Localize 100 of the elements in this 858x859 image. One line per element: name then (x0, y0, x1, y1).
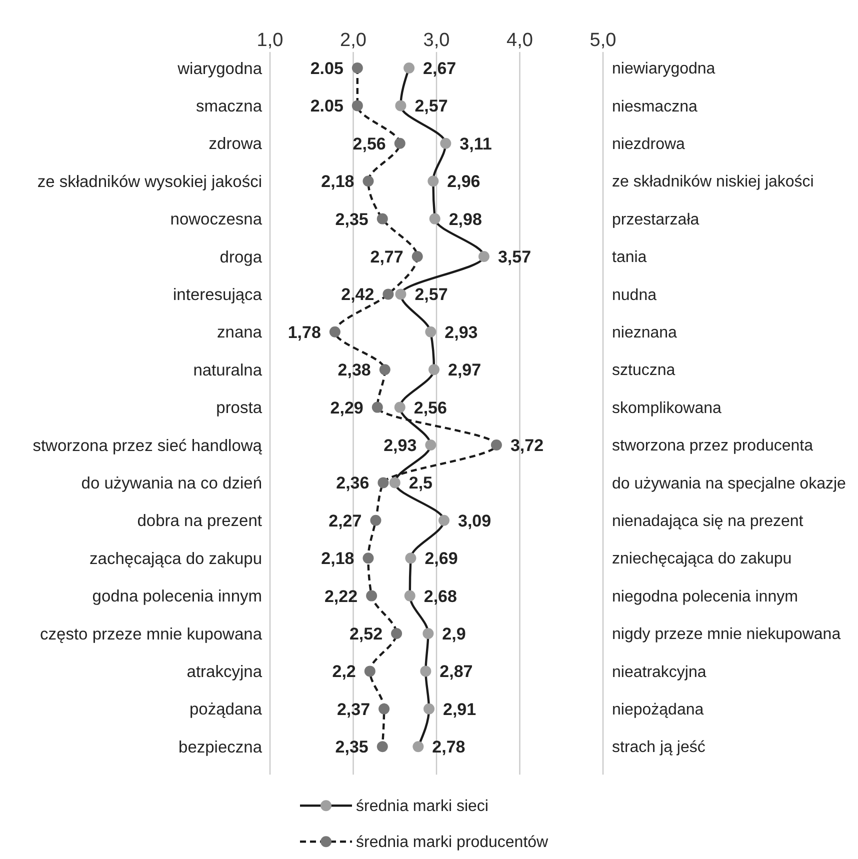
point (378, 703, 390, 714)
x-tick-label: 1,0 (256, 30, 284, 51)
y2-tick-label: tania (612, 249, 647, 266)
point (329, 326, 340, 338)
data-label: 2,87 (440, 662, 473, 682)
data-label: 2,93 (444, 322, 478, 342)
point (372, 402, 383, 413)
x-tick-label: 5,0 (590, 30, 616, 51)
point (378, 477, 389, 488)
legend-label: średnia marki producentów (356, 834, 549, 852)
y-tick-label: do używania na co dzień (81, 474, 262, 492)
x-tick-label: 2,0 (340, 30, 366, 51)
y2-tick-label: sztuczna (612, 362, 676, 380)
data-label: 2,77 (370, 247, 404, 266)
point (352, 62, 363, 74)
data-label: 2,69 (424, 549, 458, 568)
point (404, 590, 416, 602)
y2-tick-label: skomplikowana (612, 400, 722, 417)
data-label: 2,78 (432, 738, 466, 757)
data-label: 2,18 (321, 172, 354, 192)
data-label: 2,67 (423, 58, 456, 78)
point (404, 62, 415, 74)
data-label: 2.05 (310, 96, 344, 116)
y-tick-label: zachęcająca do zakupu (90, 550, 262, 568)
point (394, 138, 406, 149)
data-label: 3,11 (460, 134, 492, 154)
y-tick-label: ze składników wysokiej jakości (37, 172, 262, 191)
point (425, 440, 436, 450)
point (425, 326, 436, 338)
point (366, 590, 378, 602)
x-tick-label: 3,0 (423, 30, 450, 51)
point (376, 213, 388, 224)
point (428, 364, 440, 376)
data-label: 2,52 (349, 624, 383, 644)
data-label: 2,38 (338, 360, 371, 380)
y-tick-label: często przeze mnie kupowana (40, 625, 263, 644)
point (394, 402, 406, 413)
data-label: 3,57 (498, 247, 532, 266)
point (364, 666, 376, 677)
y-tick-label: naturalna (193, 361, 263, 380)
y2-tick-label: niepożądana (612, 702, 704, 718)
data-label: 2.05 (310, 58, 344, 78)
point (379, 364, 390, 376)
legend-label: średnia marki sieci (356, 798, 488, 816)
data-label: 2,68 (424, 586, 457, 606)
y2-tick-label: nieznana (612, 324, 678, 342)
y2-tick-label: nieatrakcyjna (612, 664, 706, 681)
data-label: 2,56 (352, 134, 386, 154)
data-label: 2,57 (414, 96, 448, 116)
y-tick-label: znana (217, 324, 263, 342)
y2-tick-label: niesmaczna (612, 98, 698, 116)
x-tick-label: 4,0 (506, 30, 533, 51)
data-label: 2,9 (442, 624, 466, 644)
data-label: 2,2 (332, 662, 356, 682)
y-tick-label: droga (220, 248, 263, 266)
y-tick-label: bezpieczna (178, 738, 263, 756)
data-label: 2,96 (447, 172, 480, 192)
data-label: 2,27 (328, 511, 362, 530)
point (352, 100, 363, 112)
data-label: 2,35 (335, 210, 368, 229)
y2-tick-label: niegodna polecenia innym (612, 588, 798, 606)
point (362, 176, 374, 187)
point (440, 138, 452, 149)
y2-tick-label: ze składników niskiej jakości (612, 174, 814, 191)
y-tick-label: prosta (216, 399, 263, 418)
point (395, 288, 406, 300)
point (429, 213, 440, 224)
point (478, 251, 490, 262)
data-label: 2,35 (335, 738, 368, 757)
y2-tick-label: zniechęcająca do zakupu (612, 550, 792, 568)
data-label: 2,97 (448, 360, 482, 380)
y2-tick-label: nienadająca się na prezent (612, 513, 804, 530)
point (376, 741, 388, 752)
data-label: 2,5 (408, 474, 433, 493)
y-tick-label: stworzona przez sieć handlową (32, 436, 263, 455)
data-label: 3,09 (458, 511, 492, 530)
point (438, 514, 450, 526)
point (424, 703, 435, 714)
y2-tick-label: niezdrowa (612, 136, 686, 153)
data-label: 2,29 (330, 398, 364, 418)
y2-tick-label: nigdy przeze mnie niekupowana (612, 626, 841, 644)
point (370, 514, 382, 526)
point (405, 552, 416, 564)
y-tick-label: godna polecenia innym (92, 588, 262, 606)
point (395, 100, 406, 112)
point (420, 666, 432, 677)
y-tick-label: atrakcyjna (186, 662, 263, 681)
data-label: 2,93 (384, 436, 417, 455)
y-tick-label: zdrowa (208, 135, 263, 154)
point (412, 251, 423, 262)
y2-tick-label: nudna (612, 286, 657, 304)
y-tick-label: smaczna (196, 97, 263, 116)
data-label: 2,98 (448, 210, 482, 229)
data-label: 2,91 (443, 700, 476, 719)
data-label: 2,22 (324, 586, 358, 606)
data-label: 1,78 (288, 322, 321, 342)
y2-tick-label: przestarzała (612, 211, 700, 228)
y-tick-label: dobra na prezent (137, 512, 262, 530)
point (422, 628, 434, 639)
y2-tick-label: do używania na specjalne okazje (612, 475, 846, 492)
